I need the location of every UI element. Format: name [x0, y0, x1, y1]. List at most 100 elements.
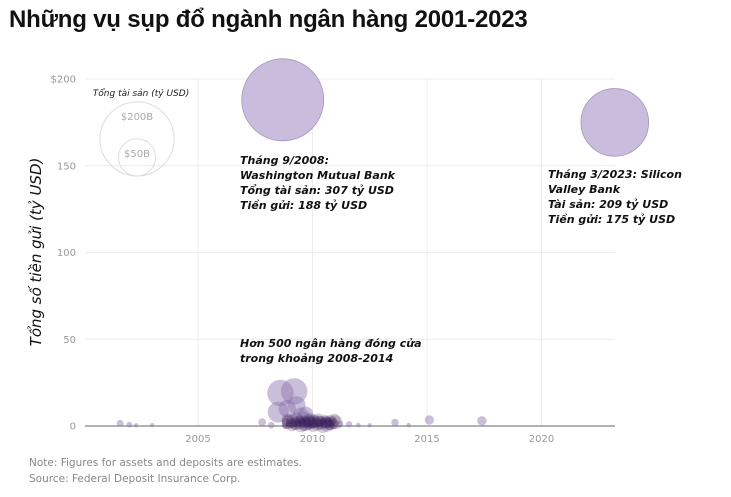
bubble — [267, 401, 289, 423]
bubble — [133, 423, 139, 428]
bubble — [326, 419, 335, 428]
bubble — [281, 417, 290, 426]
bubble — [311, 417, 322, 428]
size-legend: Tổng tài sản (tỷ USD) $200B $50B — [93, 88, 189, 177]
bubble — [320, 420, 329, 429]
x-tick-label: 2010 — [300, 434, 325, 445]
bubble — [307, 416, 316, 425]
bubble — [281, 413, 294, 426]
bubble — [287, 396, 306, 415]
annotation-line: Valley Bank — [548, 183, 621, 196]
annotation-line: Hơn 500 ngân hàng đóng cửa — [240, 337, 422, 350]
size-legend-label: $200B — [121, 112, 153, 123]
bubble — [258, 418, 267, 427]
bubble — [298, 415, 311, 428]
bubble — [267, 421, 275, 429]
bubble — [116, 419, 124, 427]
bubble — [290, 416, 301, 427]
size-legend-label: $50B — [124, 149, 150, 160]
bubble — [320, 414, 331, 425]
footnote: Note: Figures for assets and deposits ar… — [29, 457, 303, 469]
bubble — [304, 412, 317, 426]
bubble — [391, 418, 399, 427]
bubble — [316, 419, 323, 426]
bubble — [295, 411, 311, 427]
bubble — [289, 412, 304, 427]
bubble — [311, 421, 318, 428]
bubble — [328, 415, 343, 430]
bubble — [315, 415, 326, 426]
bubble — [299, 417, 306, 424]
bubble — [324, 420, 335, 431]
bubble — [328, 423, 335, 429]
bubble — [294, 416, 307, 429]
size-legend-title: Tổng tài sản (tỷ USD) — [93, 88, 189, 99]
bubble — [324, 414, 337, 427]
bubble — [316, 421, 325, 430]
annotation-line: Washington Mutual Bank — [240, 169, 396, 182]
bubble — [315, 417, 328, 430]
bubble — [320, 416, 333, 429]
bubble — [286, 416, 295, 425]
annotations: Tháng 9/2008: Washington Mutual Bank Tổng … — [240, 154, 682, 365]
gridlines — [85, 78, 615, 426]
annotation-line: Tháng 9/2008: — [240, 154, 329, 167]
bubble — [294, 415, 305, 426]
x-tick-label: 2020 — [529, 434, 554, 445]
annotation-line: Tổng tài sản: 307 tỷ USD — [240, 184, 394, 197]
bubble — [290, 420, 297, 427]
x-tick-label: 2015 — [414, 434, 439, 445]
annotation-line: Tài sản: 209 tỷ USD — [548, 198, 668, 211]
bubble — [406, 422, 411, 428]
bubble — [307, 418, 318, 429]
bubble — [285, 419, 298, 432]
x-axis-ticks: 2005 2010 2015 2020 — [185, 434, 554, 445]
bubbles — [116, 58, 650, 433]
bubble — [306, 416, 319, 429]
bubble — [320, 416, 333, 429]
y-axis-label: Tổng số tiền gửi (tỷ USD) — [27, 158, 45, 347]
bubble — [126, 421, 133, 428]
bubble — [278, 399, 297, 418]
size-legend-circle — [117, 138, 157, 177]
bubble — [298, 419, 307, 428]
bubble — [346, 421, 353, 428]
bubble — [324, 418, 333, 427]
bubble — [303, 419, 314, 430]
annotation-line: Tiền gửi: 188 tỷ USD — [240, 199, 367, 212]
bubble — [280, 378, 308, 405]
bubble — [303, 418, 312, 427]
bubble — [285, 417, 296, 428]
bubble — [290, 422, 299, 430]
y-tick-label: 150 — [57, 161, 76, 172]
bubble — [241, 58, 325, 142]
bubble — [281, 415, 296, 430]
annotation-line: Tháng 3/2023: Silicon — [548, 168, 682, 181]
y-axis-ticks: 0 50 100 150 $200 — [51, 75, 76, 433]
bubble — [282, 423, 289, 429]
bubble — [150, 422, 155, 428]
bubble — [580, 88, 650, 157]
bubble — [286, 421, 293, 428]
bubble — [355, 422, 361, 428]
y-tick-label: 50 — [63, 335, 76, 346]
bubble — [267, 379, 294, 407]
annotation-line: trong khoảng 2008-2014 — [240, 352, 393, 365]
x-tick-label: 2005 — [185, 434, 210, 445]
y-tick-label: 100 — [57, 248, 76, 259]
bubble — [336, 420, 344, 428]
bubble — [294, 419, 301, 426]
bubble — [477, 416, 487, 426]
bubble — [302, 415, 317, 430]
bubble — [311, 413, 326, 428]
bubble — [285, 413, 300, 428]
bubble — [324, 417, 331, 424]
bubble — [307, 420, 320, 432]
bubble — [298, 421, 309, 431]
chart-title: Những vụ sụp đổ ngành ngân hàng 2001-202… — [9, 6, 528, 33]
bubble — [298, 406, 314, 422]
bubble — [307, 414, 322, 429]
bubble — [320, 418, 327, 425]
bubble — [367, 423, 372, 428]
